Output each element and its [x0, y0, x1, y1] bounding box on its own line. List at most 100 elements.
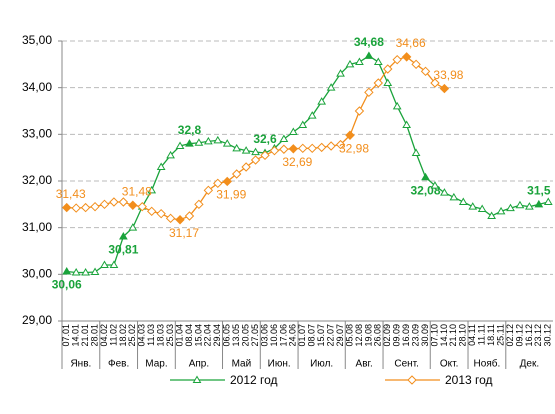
month-label: Окт.: [440, 359, 459, 370]
x-tick-label: 02.09: [382, 324, 392, 347]
marker: [260, 150, 270, 161]
marker: [90, 267, 100, 275]
x-tick-label: 14.01: [71, 324, 81, 347]
marker: [402, 120, 412, 128]
marker: [62, 202, 72, 213]
data-label: 30,81: [108, 243, 138, 257]
x-tick-label: 16.09: [401, 324, 411, 347]
x-tick-label: 18.02: [118, 324, 128, 347]
data-label: 32,69: [282, 155, 312, 169]
marker: [407, 375, 417, 385]
marker: [307, 111, 317, 119]
marker: [317, 97, 327, 105]
month-label: Сент.: [394, 359, 419, 370]
marker: [373, 78, 384, 88]
data-label: 33,98: [433, 68, 463, 82]
marker: [231, 169, 242, 179]
marker: [506, 203, 515, 212]
marker: [109, 260, 119, 268]
marker: [364, 51, 374, 59]
x-tick-label: 28.10: [458, 324, 468, 347]
data-label: 34,68: [354, 35, 384, 49]
marker: [222, 176, 232, 187]
x-tick-label: 22.07: [325, 324, 335, 347]
marker: [192, 375, 202, 383]
marker: [336, 69, 345, 77]
marker: [345, 130, 355, 140]
x-tick-label: 19.08: [363, 324, 373, 347]
x-tick-label: 30.12: [543, 324, 553, 347]
x-tick-label: 17.06: [278, 324, 288, 347]
x-tick-label: 14.10: [439, 324, 449, 347]
marker: [100, 260, 109, 268]
x-tick-label: 11.03: [146, 324, 156, 346]
series-line: [66, 55, 549, 274]
y-tick-label: 32,00: [22, 173, 52, 187]
x-tick-label: 08.07: [307, 324, 317, 347]
marker: [326, 83, 336, 91]
x-tick-label: 18.03: [156, 324, 166, 347]
month-label: Апр.: [189, 359, 209, 370]
x-tick-label: 25.02: [127, 324, 137, 347]
month-label: Фев.: [108, 359, 129, 370]
x-tick-label: 08.04: [184, 324, 194, 347]
marker: [99, 199, 110, 210]
data-label: 32,6: [253, 132, 277, 146]
x-tick-label: 11.11: [477, 324, 487, 345]
marker: [71, 203, 81, 213]
x-tick-label: 20.05: [241, 324, 251, 347]
marker: [203, 136, 213, 145]
marker: [175, 215, 185, 225]
x-tick-label: 04.11: [467, 324, 477, 346]
marker: [401, 52, 412, 62]
x-tick-label: 09.12: [514, 324, 524, 347]
month-label: Июл.: [310, 359, 333, 370]
data-label: 31,48: [122, 184, 152, 198]
marker: [534, 199, 544, 208]
marker: [241, 162, 251, 172]
x-tick-label: 25.11: [495, 324, 505, 346]
x-tick-label: 21.01: [80, 324, 90, 347]
x-tick-label: 03.06: [259, 324, 269, 347]
marker: [543, 197, 553, 205]
x-tick-label: 04.02: [99, 324, 109, 347]
x-tick-label: 13.05: [231, 324, 241, 347]
x-tick-label: 21.10: [448, 324, 458, 347]
marker: [496, 206, 506, 215]
marker: [71, 267, 81, 276]
x-tick-label: 29.04: [212, 324, 222, 347]
data-label: 32,98: [339, 141, 369, 155]
marker: [166, 150, 175, 159]
marker: [184, 211, 195, 221]
marker: [411, 59, 421, 70]
month-label: Янв.: [70, 359, 91, 370]
marker: [165, 213, 176, 224]
marker: [487, 211, 496, 219]
data-label: 31,43: [56, 187, 86, 201]
marker: [335, 139, 346, 150]
marker: [430, 78, 440, 88]
x-tick-label: 01.04: [174, 324, 184, 347]
data-label: 31,5: [527, 184, 551, 198]
marker: [279, 134, 289, 142]
x-tick-label: 09.09: [392, 324, 402, 347]
x-tick-label: 12.08: [354, 324, 364, 347]
marker: [345, 59, 355, 68]
marker: [119, 232, 128, 240]
x-tick-label: 23.12: [533, 324, 543, 347]
legend-label: 2013 год: [445, 373, 493, 387]
marker: [298, 143, 308, 154]
marker: [440, 188, 449, 196]
marker: [137, 201, 147, 212]
data-label: 31,17: [169, 226, 199, 240]
marker: [392, 101, 402, 110]
marker: [458, 197, 468, 205]
data-label: 34,66: [396, 36, 426, 50]
marker: [477, 204, 487, 212]
data-label: 30,06: [52, 278, 82, 292]
marker: [251, 147, 260, 156]
marker: [421, 172, 430, 181]
data-label: 32,8: [178, 123, 202, 137]
marker: [298, 120, 308, 128]
marker: [213, 178, 223, 189]
